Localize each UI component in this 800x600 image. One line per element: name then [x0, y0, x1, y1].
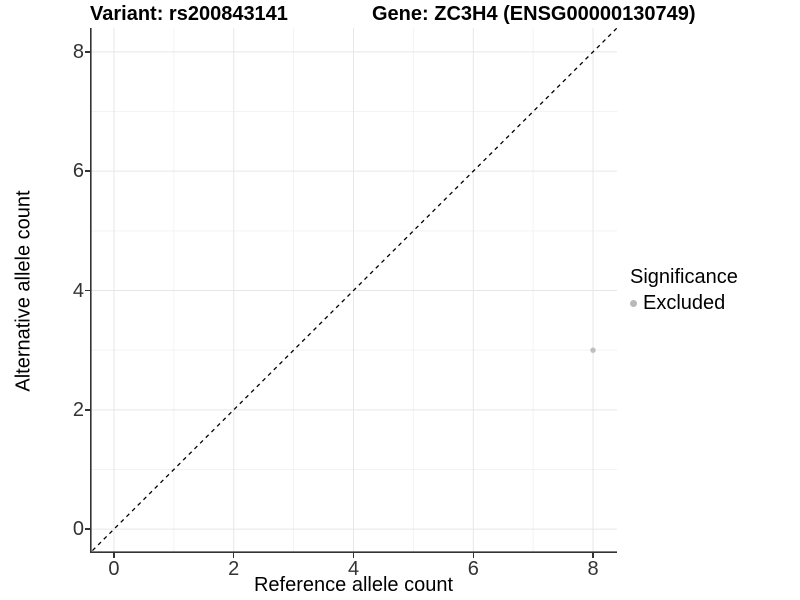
y-tick-label: 0 [72, 518, 84, 541]
x-tick-label: 8 [587, 558, 599, 580]
y-tick-mark [85, 528, 90, 530]
plot-title-gene: Gene: ZC3H4 (ENSG00000130749) [372, 3, 696, 25]
x-tick-label: 6 [467, 558, 479, 580]
plot-canvas [90, 28, 617, 553]
plot-panel [90, 28, 617, 553]
y-tick-mark [85, 289, 90, 292]
legend-title: Significance [630, 266, 738, 288]
y-tick-label: 6 [72, 160, 84, 183]
data-point [590, 347, 596, 353]
y-tick-mark [85, 409, 90, 411]
x-tick-label: 0 [108, 558, 120, 580]
y-tick-mark [85, 170, 90, 172]
x-tick-mark [352, 553, 355, 558]
y-axis-label: Alternative allele count [12, 190, 35, 392]
plot-title-variant: Variant: rs200843141 [90, 3, 288, 25]
x-tick-label: 4 [347, 558, 360, 580]
y-tick-label: 4 [72, 279, 84, 302]
identity-line [90, 28, 617, 553]
y-tick-mark [85, 51, 90, 53]
y-tick-label: 8 [72, 40, 84, 63]
legend-entry-excluded: Excluded [630, 291, 738, 315]
x-tick-mark [472, 553, 475, 558]
y-tick-label: 2 [72, 398, 84, 421]
x-tick-mark [592, 553, 594, 558]
x-tick-mark [113, 553, 115, 558]
legend-point-icon [630, 299, 637, 307]
x-tick-mark [232, 553, 235, 558]
x-axis-label: Reference allele count [253, 574, 453, 596]
legend: Significance Excluded [630, 265, 738, 315]
legend-entry-label: Excluded [643, 292, 726, 314]
x-tick-label: 2 [228, 558, 240, 580]
